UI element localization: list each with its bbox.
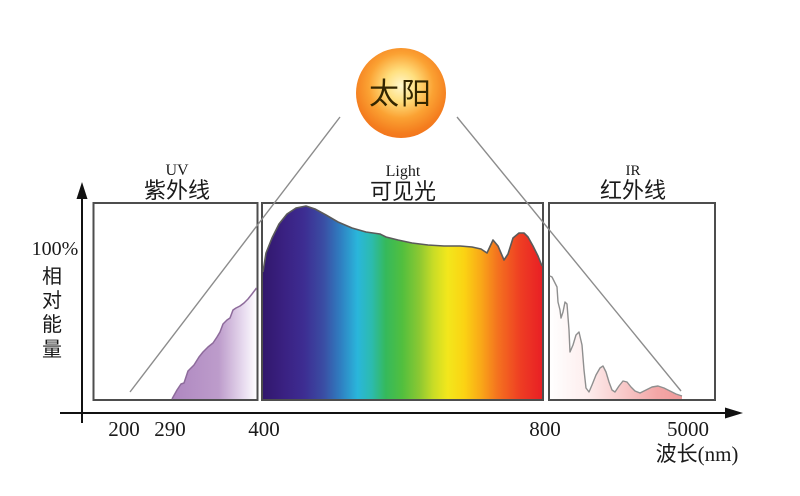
ir-spectrum-area (550, 276, 682, 399)
ir-spectrum-curve (549, 275, 683, 397)
visible-spectrum-area (263, 206, 542, 399)
x-tick-400: 400 (248, 417, 280, 441)
sun-ray-left (129, 116, 341, 393)
sun-ray-right (456, 116, 682, 392)
x-tick-800: 800 (529, 417, 561, 441)
uv-label-en: UV (165, 162, 189, 179)
uv-spectrum-area (172, 288, 257, 399)
x-tick-5000: 5000 (667, 417, 709, 441)
ir-label-zh: 红外线 (600, 178, 666, 203)
uv-label-zh: 紫外线 (144, 178, 210, 203)
visible-spectrum-curve (262, 205, 543, 273)
sun-label: 太阳 (369, 78, 433, 111)
x-tick-290: 290 (154, 417, 186, 441)
uv-spectrum-curve (171, 287, 258, 400)
visible-label-zh: 可见光 (370, 179, 436, 204)
x-axis-arrowhead-icon (725, 407, 743, 419)
y-axis-max-label: 100% (32, 238, 79, 260)
y-axis-label-char-3: 能 (42, 313, 62, 336)
sun-icon (356, 48, 446, 138)
y-axis-arrowhead-icon (76, 182, 88, 199)
x-axis-title: 波长(nm) (656, 442, 739, 466)
ir-label-en: IR (626, 163, 641, 179)
y-axis-label-char-4: 量 (42, 339, 62, 361)
x-tick-200: 200 (108, 417, 140, 441)
y-axis-label-char-1: 相 (42, 265, 62, 288)
visible-label-en: Light (386, 163, 421, 180)
y-axis-label-char-2: 对 (42, 289, 62, 312)
